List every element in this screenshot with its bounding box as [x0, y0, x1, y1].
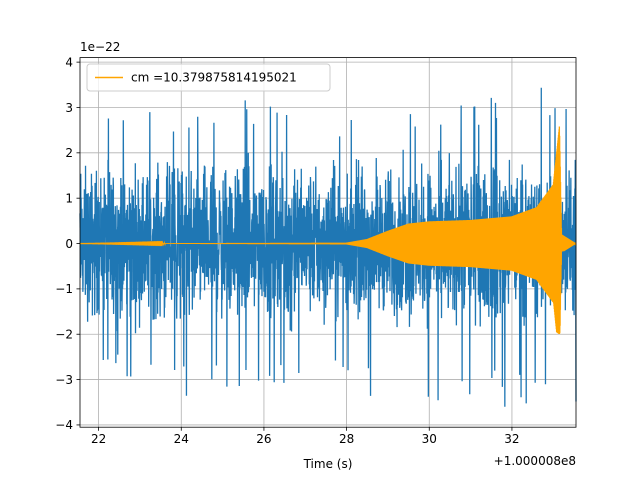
x-tick-label: 30	[422, 432, 437, 446]
y-scale-label: 1e−22	[80, 40, 120, 54]
y-tick-label: −1	[55, 282, 73, 296]
y-tick-label: 1	[65, 191, 73, 205]
y-tick-label: −2	[55, 328, 73, 342]
y-tick-label: 0	[65, 237, 73, 251]
x-tick-label: 32	[504, 432, 519, 446]
x-tick-label: 28	[339, 432, 354, 446]
series-noise-line	[79, 87, 577, 407]
x-tick-label: 22	[91, 432, 106, 446]
x-tick-label: 24	[174, 432, 189, 446]
y-tick-label: 4	[65, 55, 73, 69]
x-offset-label: +1.000008e8	[494, 454, 576, 468]
y-tick-label: 2	[65, 146, 73, 160]
legend-box	[86, 63, 331, 92]
series-chirp-line	[80, 126, 577, 335]
x-axis-ticks: 22 24 26 28 30 32	[91, 427, 520, 446]
y-axis-ticks: −4 −3 −2 −1 0 1 2 3 4	[55, 55, 80, 432]
legend-entry-chirp: cm =10.379875814195021	[131, 71, 297, 85]
x-axis-label: Time (s)	[303, 457, 353, 471]
y-tick-label: −3	[55, 373, 73, 387]
plot-frame	[79, 57, 577, 428]
x-tick-label: 26	[256, 432, 271, 446]
y-tick-label: 3	[65, 101, 73, 115]
legend: cm =10.379875814195021	[86, 63, 331, 92]
y-tick-label: −4	[55, 418, 73, 432]
plot-area	[79, 87, 577, 407]
